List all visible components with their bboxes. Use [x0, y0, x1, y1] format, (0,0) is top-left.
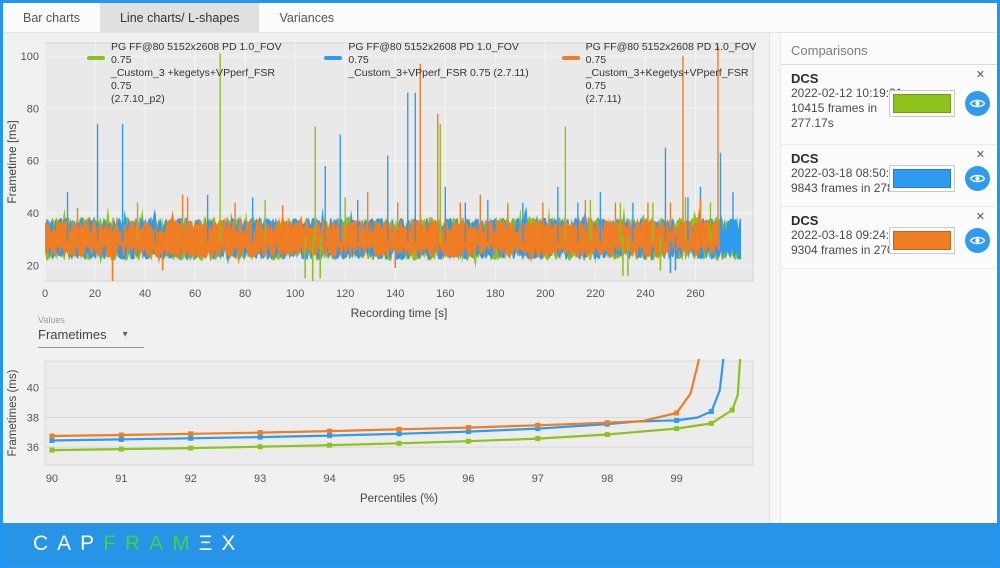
svg-text:200: 200 — [536, 288, 554, 300]
series-color-fill — [893, 94, 951, 113]
legend-color-dash — [561, 56, 580, 60]
svg-text:40: 40 — [27, 383, 39, 395]
svg-text:97: 97 — [532, 473, 544, 485]
svg-text:94: 94 — [323, 473, 335, 485]
svg-text:40: 40 — [139, 288, 151, 300]
svg-text:100: 100 — [286, 288, 304, 300]
svg-text:95: 95 — [393, 473, 405, 485]
svg-text:160: 160 — [436, 288, 454, 300]
svg-text:120: 120 — [336, 288, 354, 300]
record-info-line: 9304 frames in 270s — [791, 243, 900, 257]
series-color-swatch[interactable] — [889, 90, 955, 117]
svg-text:98: 98 — [601, 473, 613, 485]
logo-segment: FRAM — [103, 532, 199, 555]
close-icon[interactable]: ✕ — [975, 149, 985, 161]
values-dropdown-selected: Frametimes — [38, 327, 107, 342]
comparison-card-list: DCS 2022-02-12 10:19:31 10415 frames in 277… — [781, 65, 997, 269]
legend-label: PG FF@80 5152x2608 PD 1.0_FOV 0.75 _Custo… — [348, 41, 529, 79]
comparisons-title: Comparisons — [781, 39, 997, 65]
legend-item: PG FF@80 5152x2608 PD 1.0_FOV 0.75 _Custo… — [87, 41, 294, 106]
frametime-chart-area: PG FF@80 5152x2608 PD 1.0_FOV 0.75 _Custo… — [3, 33, 769, 321]
svg-text:92: 92 — [185, 473, 197, 485]
svg-text:96: 96 — [462, 473, 474, 485]
record-title: DCS — [791, 213, 819, 228]
legend-label: PG FF@80 5152x2608 PD 1.0_FOV 0.75 _Custo… — [111, 41, 282, 105]
values-dropdown-row: Values Frametimes ▾ — [3, 315, 769, 355]
close-icon[interactable]: ✕ — [975, 69, 985, 81]
comparison-card[interactable]: DCS 2022-03-18 09:24:00 9304 frames in 270… — [781, 207, 997, 269]
svg-text:Frametimes (ms): Frametimes (ms) — [7, 369, 19, 456]
record-title: DCS — [791, 151, 819, 166]
legend-item: PG FF@80 5152x2608 PD 1.0_FOV 0.75 _Custo… — [561, 41, 769, 106]
bottom-bar: CAPFRAMΞX — [3, 523, 997, 565]
svg-text:60: 60 — [189, 288, 201, 300]
close-icon[interactable]: ✕ — [975, 211, 985, 223]
values-dropdown-label: Values — [38, 315, 65, 325]
tab-bar-charts[interactable]: Bar charts — [23, 10, 80, 25]
svg-text:Frametime [ms]: Frametime [ms] — [5, 120, 19, 203]
comparison-card[interactable]: DCS 2022-02-12 10:19:31 10415 frames in 277… — [781, 65, 997, 145]
svg-text:180: 180 — [486, 288, 504, 300]
svg-text:220: 220 — [586, 288, 604, 300]
eye-icon[interactable] — [965, 91, 990, 116]
svg-text:20: 20 — [89, 288, 101, 300]
record-title: DCS — [791, 71, 819, 86]
analysis-panel: PG FF@80 5152x2608 PD 1.0_FOV 0.75 _Custo… — [3, 33, 769, 523]
content-area: PG FF@80 5152x2608 PD 1.0_FOV 0.75 _Custo… — [3, 33, 997, 523]
svg-text:90: 90 — [46, 473, 58, 485]
svg-text:99: 99 — [671, 473, 683, 485]
values-dropdown[interactable]: Values Frametimes ▾ — [38, 315, 144, 348]
chart-tabbar: Bar charts Line charts/ L-shapes Variances — [3, 3, 997, 33]
legend-color-dash — [324, 56, 343, 60]
vertical-scrollbar[interactable] — [769, 33, 781, 523]
series-color-swatch[interactable] — [889, 227, 955, 254]
logo-segment: CAP — [33, 532, 104, 555]
record-info-line: 9843 frames in 278.62s — [791, 181, 917, 195]
dropdown-underline — [38, 347, 144, 348]
svg-text:20: 20 — [27, 260, 39, 272]
comparisons-sidebar: Comparisons DCS 2022-02-12 10:19:31 10415 … — [781, 33, 997, 523]
chevron-down-icon: ▾ — [122, 329, 128, 340]
capframex-logo: CAPFRAMΞX — [33, 532, 244, 556]
record-info-line: 10415 frames in — [791, 101, 878, 115]
tab-variances[interactable]: Variances — [279, 10, 335, 25]
svg-text:140: 140 — [386, 288, 404, 300]
series-color-swatch[interactable] — [889, 165, 955, 192]
record-info-line: 2022-03-18 08:50:10 — [791, 166, 903, 180]
svg-text:38: 38 — [27, 412, 39, 424]
svg-text:80: 80 — [239, 288, 251, 300]
record-info-line: 2022-03-18 09:24:00 — [791, 228, 903, 242]
tab-line-charts-l-shapes[interactable]: Line charts/ L-shapes — [99, 3, 260, 32]
series-color-fill — [893, 169, 951, 188]
svg-text:60: 60 — [27, 156, 39, 168]
svg-text:0: 0 — [42, 288, 48, 300]
eye-icon[interactable] — [965, 228, 990, 253]
svg-text:36: 36 — [27, 442, 39, 454]
logo-segment: X — [221, 532, 245, 555]
legend-label: PG FF@80 5152x2608 PD 1.0_FOV 0.75 _Custo… — [585, 41, 757, 105]
svg-text:40: 40 — [27, 208, 39, 220]
svg-text:80: 80 — [27, 103, 39, 115]
svg-text:260: 260 — [686, 288, 704, 300]
svg-text:240: 240 — [636, 288, 654, 300]
percentile-chart[interactable]: 36 38 40 90 91 92 93 94 95 96 97 98 99 Percentiles (%… — [3, 355, 769, 523]
svg-text:91: 91 — [115, 473, 127, 485]
comparison-card[interactable]: DCS 2022-03-18 08:50:10 9843 frames in 278… — [781, 145, 997, 207]
svg-text:Recording time [s]: Recording time [s] — [351, 306, 448, 320]
svg-text:Percentiles (%): Percentiles (%) — [360, 493, 438, 505]
frametime-chart[interactable]: 20 40 60 80 100 0 20 40 60 80 100 120 140 160 180 200 22… — [3, 33, 769, 321]
svg-text:100: 100 — [21, 51, 39, 63]
eye-icon[interactable] — [965, 166, 990, 191]
values-dropdown-value[interactable]: Frametimes ▾ — [38, 327, 144, 342]
legend-color-dash — [87, 56, 105, 60]
record-info-line: 277.17s — [791, 116, 834, 130]
legend-item: PG FF@80 5152x2608 PD 1.0_FOV 0.75 _Custo… — [324, 41, 531, 106]
svg-text:93: 93 — [254, 473, 266, 485]
logo-segment: Ξ — [198, 532, 222, 555]
series-color-fill — [893, 231, 951, 250]
chart-legend: PG FF@80 5152x2608 PD 1.0_FOV 0.75 _Custo… — [87, 41, 769, 106]
record-info-line: 2022-02-12 10:19:31 — [791, 86, 903, 100]
